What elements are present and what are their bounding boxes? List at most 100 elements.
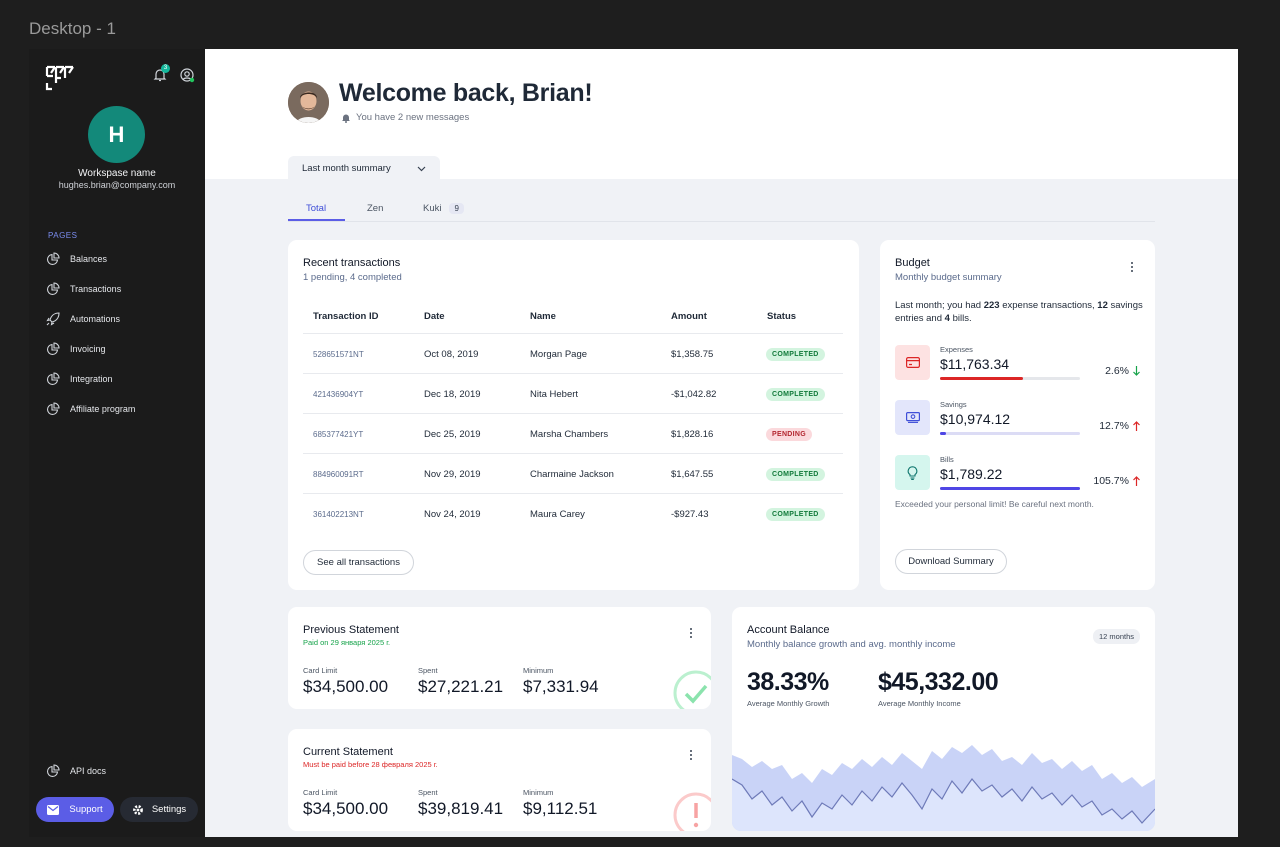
summary-text-part: bills. — [949, 313, 972, 324]
card-subtitle: Monthly balance growth and avg. monthly … — [747, 639, 956, 650]
status-badge: COMPLETED — [766, 508, 825, 521]
status-badge: COMPLETED — [766, 388, 825, 401]
transaction-amount: $1,828.16 — [671, 429, 714, 440]
sidebar-item-label: API docs — [70, 766, 107, 776]
settings-button[interactable]: Settings — [120, 797, 198, 822]
sidebar: 3 H Workspase name hughes.brian@company.… — [29, 49, 205, 837]
support-button[interactable]: Support — [36, 797, 114, 822]
money-icon — [905, 412, 920, 423]
balance-area-front — [732, 779, 1155, 831]
column-header[interactable]: Name — [530, 311, 556, 322]
profile-icon[interactable] — [179, 67, 195, 83]
table-row[interactable]: 421436904YT Dec 18, 2019 Nita Hebert -$1… — [303, 373, 843, 413]
page-title: Welcome back, Brian! — [339, 79, 593, 107]
card-title: Current Statement — [303, 746, 393, 758]
income-label: Average Monthly Income — [878, 699, 961, 708]
card-title: Budget — [895, 257, 930, 269]
card-subtitle: Monthly budget summary — [895, 272, 1002, 283]
workspace-email: hughes.brian@company.com — [58, 180, 176, 190]
budget-summary-text: Last month; you had 223 expense transact… — [895, 299, 1145, 325]
chart-pie-icon — [46, 342, 60, 356]
sidebar-item-invoicing[interactable]: Invoicing — [46, 342, 106, 356]
summary-text-part: Last month; you had — [895, 300, 984, 311]
user-avatar[interactable] — [288, 82, 329, 123]
minimum-label: Minimum — [523, 788, 554, 797]
percent-value: 105.7% — [1093, 475, 1129, 487]
summary-dropdown[interactable]: Last month summary — [288, 156, 440, 181]
transaction-name: Charmaine Jackson — [530, 469, 614, 480]
tab-kuki[interactable]: Kuki 9 — [423, 203, 464, 214]
sidebar-item-transactions[interactable]: Transactions — [46, 282, 121, 296]
more-options-icon[interactable] — [1125, 260, 1139, 274]
bell-icon[interactable]: 3 — [152, 64, 170, 83]
status-badge: COMPLETED — [766, 348, 825, 361]
budget-progress-track — [940, 487, 1080, 490]
minimum-value: $7,331.94 — [523, 677, 599, 696]
transaction-id[interactable]: 361402213NT — [313, 510, 364, 519]
budget-card: Budget Monthly budget summary Last month… — [880, 240, 1155, 590]
see-all-transactions-button[interactable]: See all transactions — [303, 550, 414, 575]
budget-item-savings[interactable]: Savings $10,974.12 12.7% — [895, 400, 1140, 436]
transaction-id[interactable]: 421436904YT — [313, 390, 364, 399]
table-row[interactable]: 884960091RT Nov 29, 2019 Charmaine Jacks… — [303, 453, 843, 493]
workspace-avatar[interactable]: H — [88, 106, 145, 163]
budget-item-bills[interactable]: Bills $1,789.22 105.7% — [895, 455, 1140, 491]
period-badge[interactable]: 12 months — [1092, 629, 1140, 644]
sidebar-item-balances[interactable]: Balances — [46, 252, 107, 266]
transaction-date: Dec 18, 2019 — [424, 389, 481, 400]
tab-zen[interactable]: Zen — [367, 203, 384, 214]
transaction-name: Maura Carey — [530, 509, 585, 520]
more-options-icon[interactable] — [684, 748, 698, 762]
transaction-date: Nov 24, 2019 — [424, 509, 481, 520]
transaction-id[interactable]: 528651571NT — [313, 350, 364, 359]
alert-circle-icon — [673, 792, 711, 831]
download-summary-button[interactable]: Download Summary — [895, 549, 1007, 574]
table-row[interactable]: 685377421YT Dec 25, 2019 Marsha Chambers… — [303, 413, 843, 453]
sidebar-item-automations[interactable]: Automations — [46, 312, 120, 326]
savings-icon-box — [895, 400, 930, 435]
column-header[interactable]: Transaction ID — [313, 311, 379, 322]
status-badge: COMPLETED — [766, 468, 825, 481]
lightbulb-icon — [907, 465, 918, 480]
table-row[interactable]: 528651571NT Oct 08, 2019 Morgan Page $1,… — [303, 333, 843, 373]
budget-progress-fill — [940, 432, 946, 435]
budget-item-expenses[interactable]: Expenses $11,763.34 2.6% — [895, 345, 1140, 381]
budget-value: $11,763.34 — [940, 356, 1010, 372]
transaction-name: Nita Hebert — [530, 389, 579, 400]
percent-value: 2.6% — [1105, 365, 1129, 377]
tab-total[interactable]: Total — [306, 203, 327, 214]
rocket-icon — [46, 312, 60, 326]
status-badge: PENDING — [766, 428, 812, 441]
budget-percent: 2.6% — [1105, 365, 1140, 377]
column-header[interactable]: Date — [424, 311, 445, 322]
column-header[interactable]: Amount — [671, 311, 707, 322]
transaction-id[interactable]: 685377421YT — [313, 430, 364, 439]
brand-logo[interactable] — [45, 63, 75, 93]
budget-label: Expenses — [940, 345, 973, 354]
spent-label: Spent — [418, 666, 438, 675]
minimum-label: Minimum — [523, 666, 554, 675]
page-header: Welcome back, Brian! You have 2 new mess… — [205, 49, 1238, 181]
sidebar-item-label: Affiliate program — [70, 404, 136, 414]
frame-title: Desktop - 1 — [29, 19, 116, 38]
gear-icon — [132, 804, 143, 815]
arrow-up-icon — [1133, 421, 1140, 431]
growth-label: Average Monthly Growth — [747, 699, 830, 708]
growth-value: 38.33% — [747, 668, 829, 696]
sidebar-item-label: Invoicing — [70, 344, 106, 354]
column-header[interactable]: Status — [767, 311, 797, 322]
transaction-id[interactable]: 884960091RT — [313, 470, 364, 479]
budget-label: Savings — [940, 400, 967, 409]
summary-text-part: savings entries and — [895, 300, 1143, 324]
card-title: Previous Statement — [303, 624, 399, 636]
previous-statement-card: Previous Statement Paid on 29 января 202… — [288, 607, 711, 709]
more-options-icon[interactable] — [684, 626, 698, 640]
table-row[interactable]: 361402213NT Nov 24, 2019 Maura Carey -$9… — [303, 493, 843, 533]
expenses-icon-box — [895, 345, 930, 380]
transaction-date: Oct 08, 2019 — [424, 349, 479, 360]
messages-note[interactable]: You have 2 new messages — [341, 112, 469, 123]
sidebar-item-label: Integration — [70, 374, 113, 384]
sidebar-item-affiliate[interactable]: Affiliate program — [46, 402, 135, 416]
sidebar-item-integration[interactable]: Integration — [46, 372, 113, 386]
sidebar-item-api-docs[interactable]: API docs — [46, 764, 106, 778]
